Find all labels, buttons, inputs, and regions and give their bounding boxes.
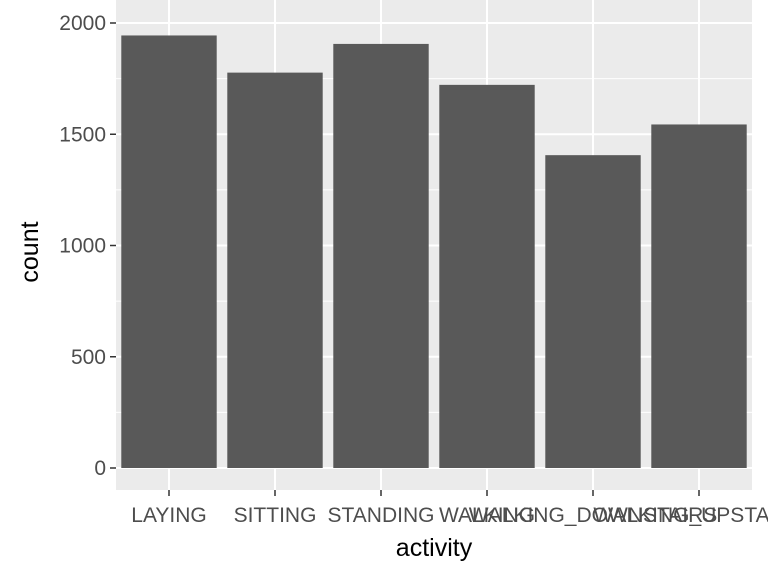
x-tick-label: WALKING_DOWNSTAIRS	[469, 504, 718, 527]
x-axis-title: activity	[396, 534, 473, 562]
x-tick-label: SITTING	[234, 504, 317, 527]
bar-walking_downstairs	[545, 155, 641, 469]
minor-gridlines	[116, 78, 752, 413]
x-tick-label: LAYING	[131, 504, 206, 527]
x-tick-label: WALKING_UPSTAIRS	[593, 504, 768, 527]
y-tick-label: 1500	[59, 123, 106, 146]
bar-walking_upstairs	[651, 124, 747, 469]
bar-laying	[121, 35, 217, 469]
y-tick-label: 0	[94, 457, 106, 480]
y-tick-label: 500	[71, 346, 106, 369]
y-axis: 0 500 1000 1500 2000	[59, 12, 116, 480]
bar-standing	[333, 43, 429, 468]
bar-walking	[439, 84, 535, 468]
y-axis-title: count	[16, 221, 44, 282]
x-tick-label: WALKING	[439, 504, 535, 527]
y-tick-label: 2000	[59, 12, 106, 35]
x-axis: LAYING SITTING STANDING WALKINGWALKING_DOWN…	[131, 490, 768, 527]
y-tick-label: 1000	[59, 235, 106, 258]
bars	[121, 35, 747, 469]
bar-sitting	[227, 72, 323, 469]
x-tick-label: STANDING	[328, 504, 435, 527]
